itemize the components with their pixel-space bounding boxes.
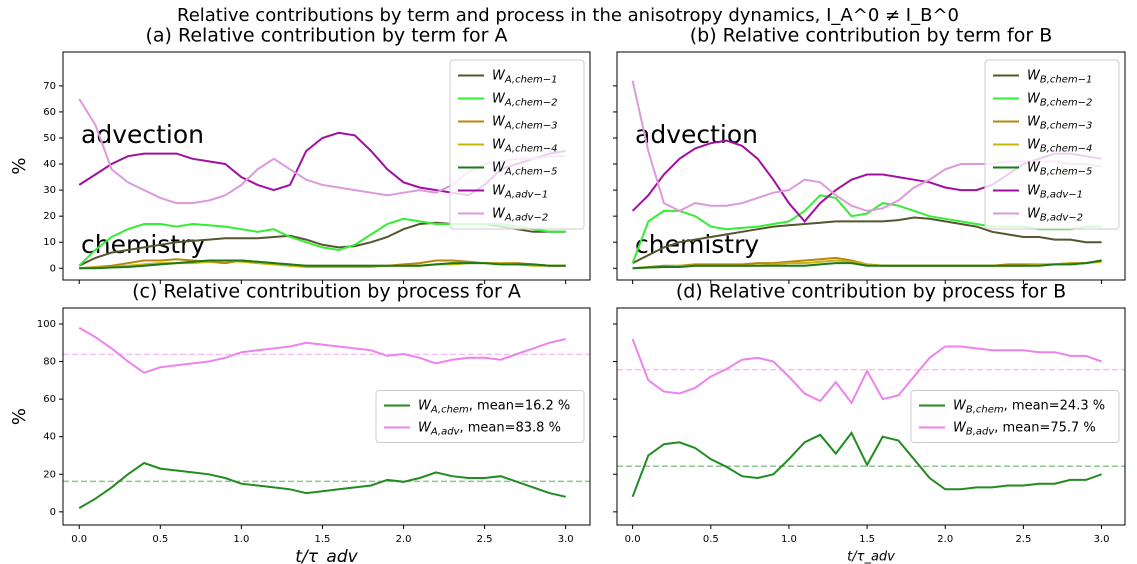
x-tick-label: 2.5 (1015, 534, 1031, 545)
x-tick-label: 0.0 (71, 534, 87, 545)
legend-label: WA,adv, mean=83.8 % (418, 420, 561, 438)
x-tick-label: 2.0 (937, 534, 953, 545)
y-tick-label: 100 (37, 319, 56, 330)
subplot-title: (d) Relative contribution by process for… (676, 281, 1066, 303)
series-line (631, 338, 1102, 405)
legend-label: WB,chem−2 (1027, 91, 1092, 109)
legend-label: WB,chem−3 (1027, 114, 1092, 132)
series-line (79, 259, 566, 270)
legend-label: WA,chem−5 (492, 160, 558, 178)
subplot-title: (a) Relative contribution by term for A (145, 25, 507, 47)
series-line (632, 259, 1102, 270)
legend-label: WA,chem, mean=16.2 % (418, 398, 570, 416)
series-line (632, 256, 1102, 270)
legend-label: WA,chem−4 (492, 137, 558, 155)
y-tick-label: 20 (43, 469, 56, 480)
y-tick-label: 40 (43, 159, 56, 170)
legend-label: WA,chem−3 (492, 114, 558, 132)
subplot-title: (b) Relative contribution by term for B (690, 25, 1052, 47)
legend-label: WB,adv−2 (1027, 206, 1083, 224)
legend-box (984, 59, 1120, 230)
legend-label: WB,chem, mean=24.3 % (953, 398, 1105, 416)
legend-box (449, 59, 585, 230)
x-tick-label: 3.0 (558, 534, 574, 545)
legend-box (910, 390, 1120, 443)
x-tick-label: 0.5 (703, 534, 719, 545)
y-tick-label: 30 (43, 185, 56, 196)
x-tick-label: 3.0 (1094, 534, 1110, 545)
axes-frame (616, 51, 1126, 281)
y-tick-label: 60 (43, 394, 56, 405)
y-tick-label: 80 (43, 357, 56, 368)
annotation: chemistry (81, 230, 205, 259)
x-tick-label: 2.0 (396, 534, 412, 545)
legend-label: WB,chem−5 (1027, 160, 1092, 178)
y-tick-label: 70 (43, 81, 56, 92)
y-tick-label: 10 (43, 237, 56, 248)
axes-frame (616, 307, 1126, 526)
x-tick-label: 1.0 (781, 534, 797, 545)
x-tick-label: 1.5 (859, 534, 875, 545)
y-tick-label: 20 (43, 211, 56, 222)
axes-frame (62, 307, 591, 526)
y-tick-label: 60 (43, 107, 56, 118)
x-tick-label: 1.0 (233, 534, 249, 545)
y-tick-label: 0 (50, 507, 56, 518)
figure-title: Relative contributions by term and proce… (177, 5, 959, 26)
series-line (631, 430, 1102, 498)
y-tick-label: 50 (43, 133, 56, 144)
legend-box (375, 390, 585, 443)
legend-label: WB,chem−4 (1027, 137, 1092, 155)
x-tick-label: 0.5 (152, 534, 168, 545)
legend-label: WA,adv−1 (492, 183, 548, 201)
series-line (632, 216, 1102, 264)
x-tick-label: 2.5 (477, 534, 493, 545)
y-axis-label: % (9, 408, 30, 425)
series-line (78, 326, 566, 374)
x-tick-label: 1.5 (314, 534, 330, 545)
legend-label: WB,chem−1 (1027, 68, 1092, 86)
legend-label: WB,adv−1 (1027, 183, 1083, 201)
legend-label: WA,adv−2 (492, 206, 548, 224)
annotation: chemistry (635, 230, 759, 259)
x-tick-label: 0.0 (625, 534, 641, 545)
y-axis-label: % (9, 157, 30, 174)
subplot-title: (c) Relative contribution by process for… (132, 281, 521, 303)
axes-frame (62, 51, 591, 281)
x-axis-label: t/τ_adv (295, 547, 358, 564)
y-tick-label: 40 (43, 432, 56, 443)
y-tick-label: 0 (50, 263, 56, 274)
series-line (78, 461, 566, 509)
legend-label: WA,chem−1 (492, 68, 558, 86)
legend-label: WA,chem−2 (492, 91, 558, 109)
x-axis-label: t/τ_adv (847, 550, 895, 564)
legend-label: WB,adv, mean=75.7 % (953, 420, 1096, 438)
